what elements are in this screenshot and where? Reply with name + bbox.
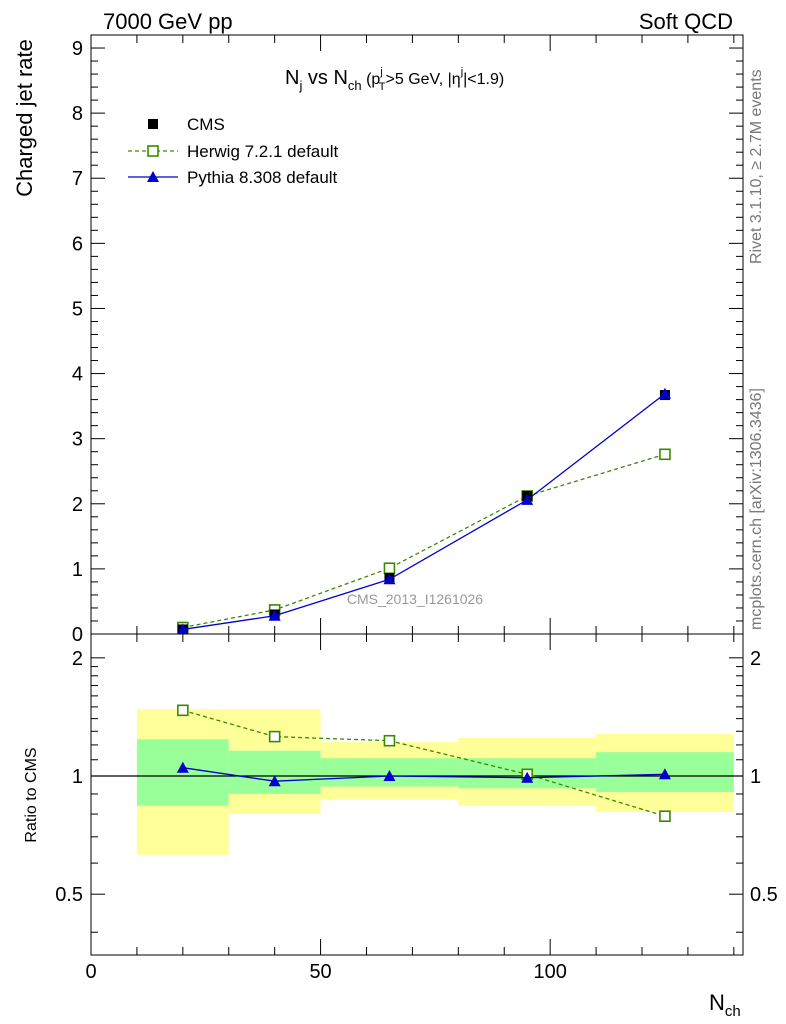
side-label-top: Rivet 3.1.10, ≥ 2.7M events (748, 69, 765, 264)
y-tick-label: 7 (72, 168, 83, 190)
legend-label: CMS (187, 115, 225, 134)
ratio-y-tick-label: 1 (72, 766, 83, 788)
data-point (176, 623, 189, 635)
header-left: 7000 GeV pp (103, 9, 233, 34)
watermark: CMS_2013_I1261026 (347, 591, 483, 607)
series-2 (176, 387, 671, 635)
y-tick-label: 4 (72, 364, 83, 386)
legend-marker (147, 171, 159, 182)
ratio-point (176, 761, 189, 773)
y-tick-label: 0 (72, 624, 83, 646)
ratio-point (658, 768, 671, 780)
x-tick-label: 50 (309, 961, 331, 983)
data-point (659, 448, 671, 461)
ratio-y-tick-label: 2 (72, 648, 83, 670)
x-tick-label: 100 (533, 961, 566, 983)
legend-marker (147, 145, 159, 157)
side-label-bottom: mcplots.cern.ch [arXiv:1306.3436] (748, 388, 765, 630)
ratio-point (268, 730, 281, 743)
ratio-panel: 0.5 0.5 1 1 2 2 0 50 100 (55, 633, 778, 983)
y-axis-label: Charged jet rate (12, 39, 37, 197)
legend-label: Herwig 7.2.1 default (187, 142, 338, 161)
ratio-y-axis-label: Ratio to CMS (23, 747, 40, 842)
ratio-point (177, 704, 189, 717)
legend-marker (148, 119, 158, 129)
data-point (268, 609, 281, 621)
y-tick-label: 5 (72, 298, 83, 320)
y-tick-label: 8 (72, 103, 83, 125)
ratio-point (383, 770, 396, 782)
ratio-series-1 (176, 761, 671, 787)
uncertainty-band-inner (228, 750, 321, 794)
legend-label: Pythia 8.308 default (187, 168, 338, 187)
y-tick-label: 3 (72, 429, 83, 451)
data-point (383, 573, 396, 585)
data-point (383, 562, 396, 575)
ratio-point (383, 734, 396, 747)
y-tick-label: 9 (72, 38, 83, 60)
data-point (658, 387, 671, 399)
data-point (521, 493, 534, 505)
y-tick-label: 2 (72, 494, 83, 516)
ratio-point (521, 771, 534, 783)
top-panel: 0 1 2 3 4 5 6 7 8 9 (72, 34, 744, 646)
x-axis-label: Nch (709, 990, 741, 1020)
ratio-point (659, 810, 671, 822)
ratio-y-tick-label-right: 2 (750, 648, 761, 670)
y-tick-label: 6 (72, 233, 83, 255)
ratio-y-tick-label-right: 0.5 (750, 884, 778, 906)
chart-title: Nj vs Nch (pj T>5 GeV, |ηj|<1.9) (285, 66, 504, 93)
x-tick-label: 0 (85, 961, 96, 983)
ratio-y-tick-label-right: 1 (750, 766, 761, 788)
y-tick-label: 1 (72, 559, 83, 581)
ratio-frame (90, 633, 744, 956)
legend: CMS Herwig 7.2.1 default Pythia 8.308 defa… (128, 115, 338, 187)
header-right: Soft QCD (639, 9, 733, 34)
ratio-point (268, 775, 281, 787)
ratio-y-tick-label: 0.5 (55, 884, 83, 906)
